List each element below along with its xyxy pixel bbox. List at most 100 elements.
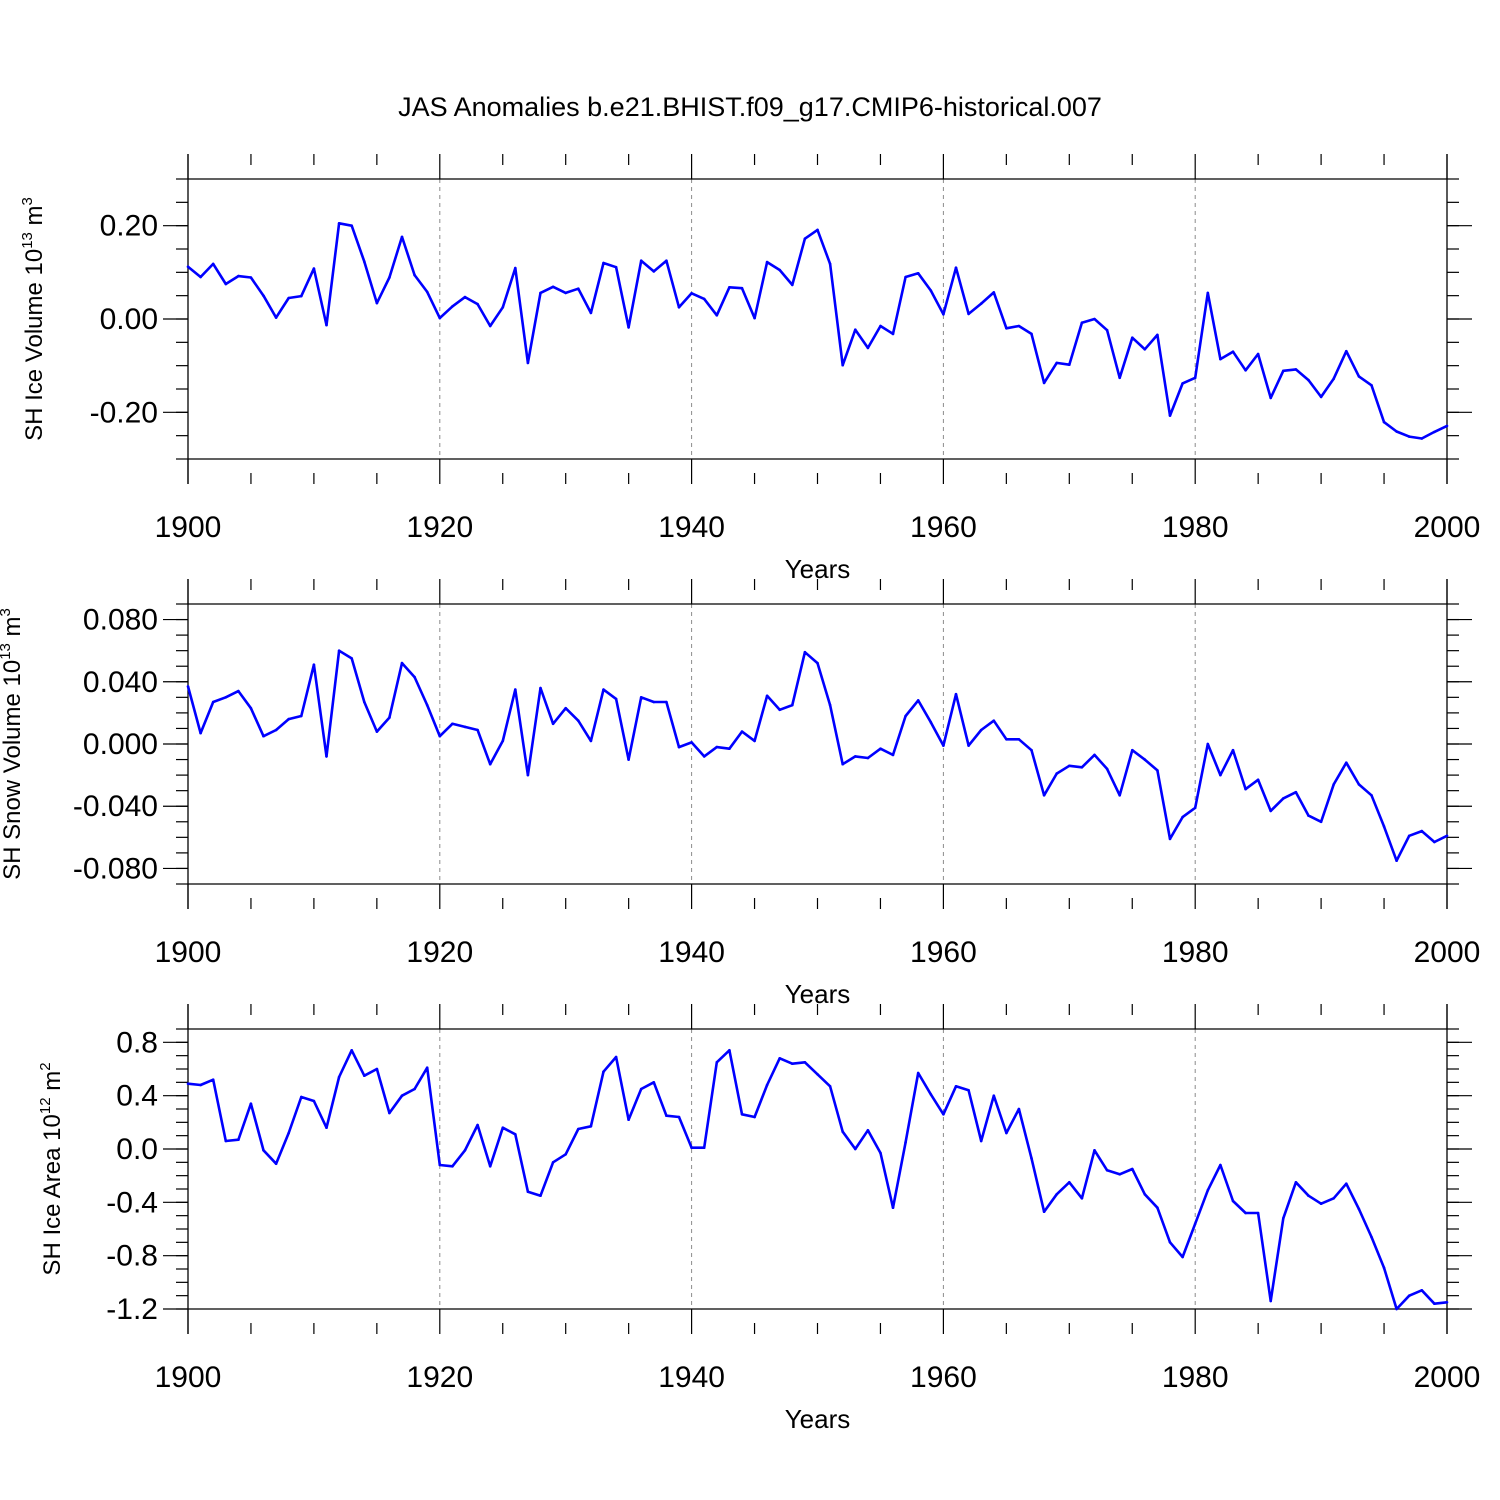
data-point (1131, 1167, 1134, 1171)
data-point (1143, 348, 1147, 351)
x-tick-label: 1900 (155, 936, 222, 969)
data-point (300, 714, 303, 718)
data-point (413, 1087, 416, 1091)
data-point (1105, 1169, 1109, 1172)
data-point (1143, 1193, 1147, 1196)
data-point (337, 649, 341, 652)
data-point (1370, 794, 1373, 797)
data-point (564, 706, 567, 710)
data-point (854, 328, 857, 332)
data-point (1131, 748, 1134, 752)
data-point (1256, 778, 1260, 782)
data-point (765, 260, 769, 264)
panels-group: 0.20 0.00 -0.20 1900 1920 1940 1960 1980 2000 Yea… (0, 154, 1480, 1434)
y-tick-label: 0.8 (116, 1026, 158, 1059)
data-point (249, 706, 253, 710)
data-point (1219, 773, 1222, 777)
data-point (1231, 350, 1235, 354)
data-point (300, 1095, 303, 1099)
y-axis-title-unit-exponent: 2 (37, 1062, 54, 1070)
data-point (791, 703, 794, 707)
data-point (1005, 738, 1008, 741)
data-point (1156, 1206, 1159, 1209)
data-point (262, 294, 265, 298)
data-point (539, 686, 542, 690)
data-point (715, 745, 719, 749)
data-point (702, 1146, 706, 1149)
data-point (677, 745, 681, 749)
x-axis-title: Years (785, 1404, 851, 1434)
y-axis-title-main: SH Ice Volume 10 (21, 249, 48, 441)
data-point (803, 1061, 807, 1064)
data-point (740, 1113, 744, 1116)
data-point (287, 717, 291, 721)
data-point (577, 719, 580, 722)
data-point (413, 273, 416, 277)
data-point (954, 266, 958, 270)
data-point (363, 1074, 366, 1077)
y-axis-title: SH Ice Area 1012 m2 (37, 1062, 66, 1275)
x-tick-label: 1960 (910, 1361, 977, 1394)
data-point (728, 286, 731, 289)
data-point (1307, 378, 1310, 382)
data-point (602, 1070, 605, 1073)
data-point (1357, 1207, 1361, 1211)
y-axis-title-exponent: 12 (37, 1097, 54, 1114)
data-point (312, 663, 316, 666)
data-point (1420, 437, 1424, 440)
x-tick-label: 1940 (658, 936, 725, 969)
y-axis-title-unit: m (39, 1071, 66, 1098)
data-point (526, 1190, 530, 1193)
data-point (211, 262, 215, 266)
data-point (388, 716, 391, 719)
data-point (1118, 794, 1121, 797)
data-point (1181, 382, 1184, 385)
data-point (866, 1129, 870, 1132)
y-tick-label: 0.4 (116, 1080, 158, 1113)
data-point (1345, 349, 1348, 353)
data-point (954, 1085, 958, 1088)
y-axis-title: SH Ice Volume 1013 m3 (19, 197, 48, 441)
y-axis-title-main: SH Snow Volume 10 (0, 660, 26, 880)
data-point (1181, 1255, 1184, 1259)
data-point (488, 324, 492, 328)
data-point (476, 1123, 479, 1127)
x-tick-label: 2000 (1414, 936, 1481, 969)
data-point (816, 1073, 819, 1076)
data-point (954, 692, 958, 696)
x-tick-label: 1960 (910, 511, 977, 544)
data-point (501, 1126, 505, 1129)
data-point (967, 1089, 970, 1092)
data-point (791, 283, 794, 287)
data-point (1345, 761, 1348, 764)
data-point (1307, 1194, 1310, 1197)
y-tick-label: 0.0 (116, 1133, 158, 1166)
data-point (828, 1085, 832, 1088)
data-point (753, 1115, 756, 1119)
data-point (979, 728, 983, 732)
y-axis-title: SH Snow Volume 1013 m3 (0, 608, 26, 880)
data-point (1319, 395, 1323, 399)
data-point (992, 1094, 996, 1097)
data-point (1156, 333, 1159, 337)
data-point (1433, 1302, 1436, 1305)
data-point (1294, 368, 1298, 371)
data-point (1005, 327, 1008, 330)
y-tick-label: 0.000 (83, 728, 158, 761)
data-point (1068, 764, 1071, 768)
data-point (904, 714, 907, 718)
y-axis-title-unit: m (21, 205, 48, 232)
x-tick-label: 2000 (1414, 1361, 1481, 1394)
data-point (363, 700, 366, 704)
data-point (639, 696, 643, 699)
data-point (1332, 783, 1335, 786)
data-point (1231, 1199, 1235, 1203)
data-point (363, 260, 366, 263)
x-tick-label: 1980 (1162, 936, 1229, 969)
data-point (262, 734, 265, 738)
data-point (589, 1125, 593, 1128)
data-point (916, 272, 920, 275)
data-point (1269, 396, 1272, 400)
data-point (211, 700, 215, 704)
